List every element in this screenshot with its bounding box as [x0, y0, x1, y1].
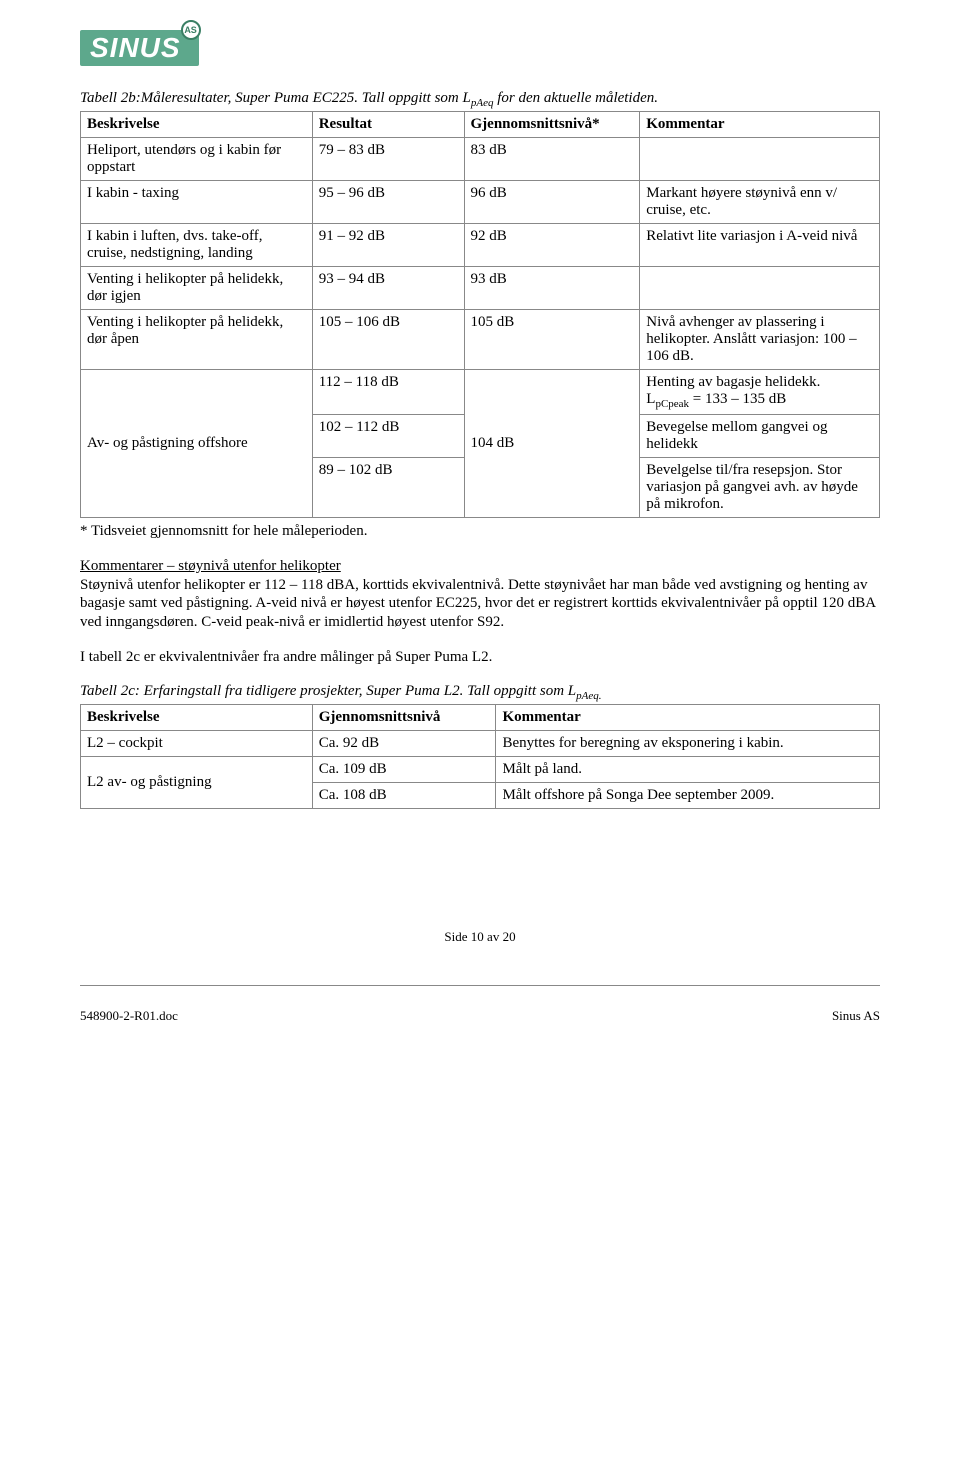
col-header: Resultat	[312, 112, 464, 138]
table2b-caption: Tabell 2b:Måleresultater, Super Puma EC2…	[80, 90, 880, 109]
cell-desc: L2 – cockpit	[81, 730, 313, 756]
table-row: I kabin i luften, dvs. take-off, cruise,…	[81, 224, 880, 267]
cell-res: 79 – 83 dB	[312, 138, 464, 181]
paragraph-2c-intro: I tabell 2c er ekvivalentnivåer fra andr…	[80, 648, 880, 667]
page-number-pre: Side	[444, 929, 470, 944]
cell-desc: I kabin i luften, dvs. take-off, cruise,…	[81, 224, 313, 267]
cell-res: 93 – 94 dB	[312, 267, 464, 310]
col-header: Kommentar	[640, 112, 880, 138]
cell-desc: L2 av- og påstigning	[81, 756, 313, 808]
col-header: Beskrivelse	[81, 704, 313, 730]
cell-com: Målt offshore på Songa Dee september 200…	[496, 782, 880, 808]
caption-sub: pAeq	[471, 97, 494, 109]
paragraph-heading: Kommentarer – støynivå utenfor helikopte…	[80, 558, 341, 574]
table-header-row: Beskrivelse Gjennomsnittsnivå Kommentar	[81, 704, 880, 730]
col-header: Kommentar	[496, 704, 880, 730]
paragraph-comments: Kommentarer – støynivå utenfor helikopte…	[80, 557, 880, 632]
page-number-mid: av	[484, 929, 503, 944]
cell-res: 89 – 102 dB	[312, 458, 464, 518]
table-row: L2 – cockpit Ca. 92 dB Benyttes for bere…	[81, 730, 880, 756]
table-row: Venting i helikopter på helidekk, dør ig…	[81, 267, 880, 310]
table-row: L2 av- og påstigning Ca. 109 dB Målt på …	[81, 756, 880, 782]
page-number-current: 10	[471, 929, 484, 944]
table-row: Venting i helikopter på helidekk, dør åp…	[81, 310, 880, 370]
cell-avg: 105 dB	[464, 310, 640, 370]
cell-desc: I kabin - taxing	[81, 181, 313, 224]
logo: SINUS AS	[80, 30, 199, 66]
cell-res: 95 – 96 dB	[312, 181, 464, 224]
page-number: Side 10 av 20	[80, 929, 880, 945]
footer-left: 548900-2-R01.doc	[80, 990, 178, 1024]
cell-com: Henting av bagasje helidekk. LpCpeak = 1…	[640, 370, 880, 415]
table2c-caption: Tabell 2c: Erfaringstall fra tidligere p…	[80, 683, 880, 702]
cell-avg: 92 dB	[464, 224, 640, 267]
cell-com: Benyttes for beregning av eksponering i …	[496, 730, 880, 756]
cell-avg: 104 dB	[464, 370, 640, 518]
cell-desc: Av- og påstigning offshore	[81, 370, 313, 518]
footer: 548900-2-R01.doc Sinus AS	[80, 985, 880, 1024]
cell-desc: Heliport, utendørs og i kabin før oppsta…	[81, 138, 313, 181]
cell-com	[640, 138, 880, 181]
cell-avg: Ca. 108 dB	[312, 782, 496, 808]
table-2b: Beskrivelse Resultat Gjennomsnittsnivå* …	[80, 111, 880, 518]
table-header-row: Beskrivelse Resultat Gjennomsnittsnivå* …	[81, 112, 880, 138]
footer-right: Sinus AS	[832, 990, 880, 1024]
table-row: Heliport, utendørs og i kabin før oppsta…	[81, 138, 880, 181]
col-header: Gjennomsnittsnivå	[312, 704, 496, 730]
cell-avg: Ca. 92 dB	[312, 730, 496, 756]
logo-text: SINUS	[86, 32, 181, 63]
cell-avg: 96 dB	[464, 181, 640, 224]
page-number-total: 20	[503, 929, 516, 944]
table-2c: Beskrivelse Gjennomsnittsnivå Kommentar …	[80, 704, 880, 809]
table-row: I kabin - taxing 95 – 96 dB 96 dB Markan…	[81, 181, 880, 224]
caption-text: Tabell 2c: Erfaringstall fra tidligere p…	[80, 683, 576, 699]
table2b-footnote: * Tidsveiet gjennomsnitt for hele målepe…	[80, 522, 880, 541]
comment-text: = 133 – 135 dB	[689, 391, 786, 407]
cell-res: 91 – 92 dB	[312, 224, 464, 267]
cell-avg: Ca. 109 dB	[312, 756, 496, 782]
cell-res: 112 – 118 dB	[312, 370, 464, 415]
comment-sub: pCpeak	[655, 398, 689, 410]
cell-desc: Venting i helikopter på helidekk, dør ig…	[81, 267, 313, 310]
cell-res: 105 – 106 dB	[312, 310, 464, 370]
paragraph-body: Støynivå utenfor helikopter er 112 – 118…	[80, 577, 875, 631]
table-row: Av- og påstigning offshore 112 – 118 dB …	[81, 370, 880, 415]
caption-text: Tabell 2b:Måleresultater, Super Puma EC2…	[80, 90, 471, 106]
cell-desc: Venting i helikopter på helidekk, dør åp…	[81, 310, 313, 370]
col-header: Gjennomsnittsnivå*	[464, 112, 640, 138]
cell-res: 102 – 112 dB	[312, 415, 464, 458]
caption-text-after: for den aktuelle måletiden.	[493, 90, 658, 106]
caption-sub: pAeq.	[576, 690, 601, 702]
cell-com: Målt på land.	[496, 756, 880, 782]
cell-com: Markant høyere støynivå enn v/ cruise, e…	[640, 181, 880, 224]
cell-com: Relativt lite variasjon i A-veid nivå	[640, 224, 880, 267]
logo-badge: AS	[181, 20, 201, 40]
cell-com	[640, 267, 880, 310]
col-header: Beskrivelse	[81, 112, 313, 138]
cell-avg: 93 dB	[464, 267, 640, 310]
cell-com: Bevegelse mellom gangvei og helidekk	[640, 415, 880, 458]
cell-com: Bevelgelse til/fra resepsjon. Stor varia…	[640, 458, 880, 518]
cell-avg: 83 dB	[464, 138, 640, 181]
cell-com: Nivå avhenger av plassering i helikopter…	[640, 310, 880, 370]
